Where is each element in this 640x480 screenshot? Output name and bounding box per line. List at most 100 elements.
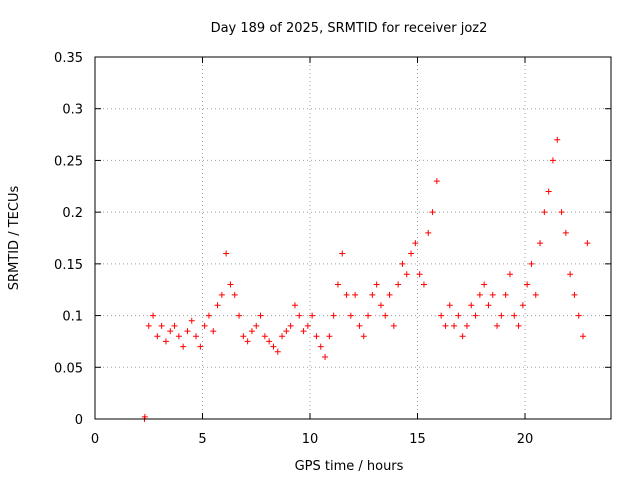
data-point <box>549 157 556 164</box>
data-point <box>218 291 225 298</box>
data-point <box>236 312 243 319</box>
data-point <box>291 302 298 309</box>
data-point <box>377 302 384 309</box>
data-point <box>347 312 354 319</box>
data-point <box>343 291 350 298</box>
data-point <box>270 343 277 350</box>
data-point <box>365 312 372 319</box>
data-point <box>519 302 526 309</box>
data-point <box>403 271 410 278</box>
data-point <box>580 333 587 340</box>
data-point <box>524 281 531 288</box>
data-point <box>171 322 178 329</box>
data-point <box>382 312 389 319</box>
data-point <box>201 322 208 329</box>
y-axis: 0 0.05 0.1 0.15 0.2 0.25 0.3 0.35 <box>54 51 611 428</box>
y-axis-title: SRMTID / TECUs <box>7 186 22 291</box>
data-point <box>334 281 341 288</box>
data-point <box>373 281 380 288</box>
grid <box>95 57 611 419</box>
data-point <box>304 322 311 329</box>
x-tick-label: 0 <box>91 432 99 447</box>
data-point <box>231 291 238 298</box>
data-point <box>472 312 479 319</box>
data-point <box>399 260 406 267</box>
data-point <box>386 291 393 298</box>
data-point <box>167 328 174 335</box>
data-point <box>567 271 574 278</box>
data-point <box>537 240 544 247</box>
data-point <box>584 240 591 247</box>
data-point <box>313 333 320 340</box>
x-tick-label: 15 <box>409 432 426 447</box>
plot-frame <box>94 56 612 420</box>
data-point <box>227 281 234 288</box>
data-point <box>330 312 337 319</box>
data-point <box>571 291 578 298</box>
data-point <box>240 333 247 340</box>
data-point <box>162 338 169 345</box>
x-tick-label: 5 <box>198 432 206 447</box>
data-point <box>257 312 264 319</box>
data-points <box>141 136 591 422</box>
data-point <box>468 302 475 309</box>
data-point <box>360 333 367 340</box>
data-point <box>429 209 436 216</box>
data-point <box>528 260 535 267</box>
data-point <box>279 333 286 340</box>
data-point <box>438 312 445 319</box>
data-point <box>248 328 255 335</box>
data-point <box>309 312 316 319</box>
data-point <box>442 322 449 329</box>
y-tick-label: 0.2 <box>62 206 83 221</box>
data-point <box>326 333 333 340</box>
data-point <box>463 322 470 329</box>
chart-title: Day 189 of 2025, SRMTID for receiver joz… <box>211 21 488 36</box>
data-point <box>339 250 346 257</box>
x-axis-title: GPS time / hours <box>295 459 404 474</box>
data-point <box>287 322 294 329</box>
data-point <box>481 281 488 288</box>
y-tick-label: 0.3 <box>62 103 83 118</box>
data-point <box>416 271 423 278</box>
x-axis: 0 5 10 15 20 <box>91 57 533 447</box>
data-point <box>390 322 397 329</box>
data-point <box>322 353 329 360</box>
data-point <box>494 322 501 329</box>
data-point <box>180 343 187 350</box>
data-point <box>498 312 505 319</box>
data-point <box>193 333 200 340</box>
data-point <box>150 312 157 319</box>
data-point <box>210 328 217 335</box>
data-point <box>296 312 303 319</box>
data-point <box>515 322 522 329</box>
x-tick-label: 10 <box>302 432 319 447</box>
data-point <box>502 291 509 298</box>
x-tick-label: 20 <box>517 432 534 447</box>
data-point <box>459 333 466 340</box>
y-tick-label: 0.15 <box>54 258 83 273</box>
data-point <box>214 302 221 309</box>
data-point <box>511 312 518 319</box>
y-tick-label: 0.05 <box>54 361 83 376</box>
data-point <box>175 333 182 340</box>
data-point <box>205 312 212 319</box>
data-point <box>408 250 415 257</box>
y-tick-label: 0 <box>75 413 83 428</box>
data-point <box>266 338 273 345</box>
data-point <box>420 281 427 288</box>
data-point <box>446 302 453 309</box>
data-point <box>541 209 548 216</box>
data-point <box>451 322 458 329</box>
y-tick-label: 0.1 <box>62 310 83 325</box>
data-point <box>476 291 483 298</box>
data-point <box>455 312 462 319</box>
data-point <box>253 322 260 329</box>
y-tick-label: 0.35 <box>54 51 83 66</box>
data-point <box>425 229 432 236</box>
data-point <box>554 136 561 143</box>
data-point <box>575 312 582 319</box>
data-point <box>489 291 496 298</box>
data-point <box>395 281 402 288</box>
